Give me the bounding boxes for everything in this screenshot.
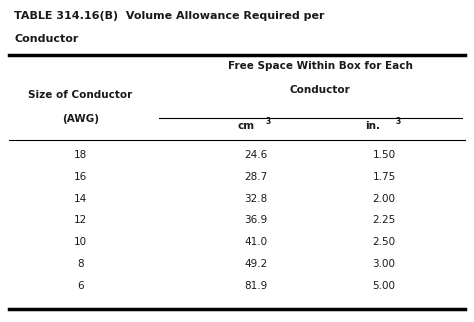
Text: 5.00: 5.00 [373,281,395,291]
Text: 12: 12 [74,215,87,225]
Text: 1.75: 1.75 [372,172,396,182]
Text: 36.9: 36.9 [244,215,268,225]
Text: 1.50: 1.50 [373,150,395,160]
Text: cm: cm [237,121,254,131]
Text: 2.25: 2.25 [372,215,396,225]
Text: 3: 3 [396,117,401,126]
Text: 16: 16 [74,172,87,182]
Text: 3: 3 [265,117,271,126]
Text: 6: 6 [77,281,84,291]
Text: TABLE 314.16(B)  Volume Allowance Required per: TABLE 314.16(B) Volume Allowance Require… [14,11,325,21]
Text: Size of Conductor: Size of Conductor [28,90,133,100]
Text: 81.9: 81.9 [244,281,268,291]
Text: 41.0: 41.0 [245,237,267,247]
Text: 28.7: 28.7 [244,172,268,182]
Text: 14: 14 [74,194,87,204]
Text: 32.8: 32.8 [244,194,268,204]
Text: 3.00: 3.00 [373,259,395,269]
Text: 2.00: 2.00 [373,194,395,204]
Text: 10: 10 [74,237,87,247]
Text: 49.2: 49.2 [244,259,268,269]
Text: 8: 8 [77,259,84,269]
Text: (AWG): (AWG) [62,114,99,124]
Text: Free Space Within Box for Each: Free Space Within Box for Each [228,61,412,71]
Text: 2.50: 2.50 [373,237,395,247]
Text: 24.6: 24.6 [244,150,268,160]
Text: Conductor: Conductor [290,85,350,95]
Text: in.: in. [365,121,380,131]
Text: Conductor: Conductor [14,34,79,44]
Text: 18: 18 [74,150,87,160]
